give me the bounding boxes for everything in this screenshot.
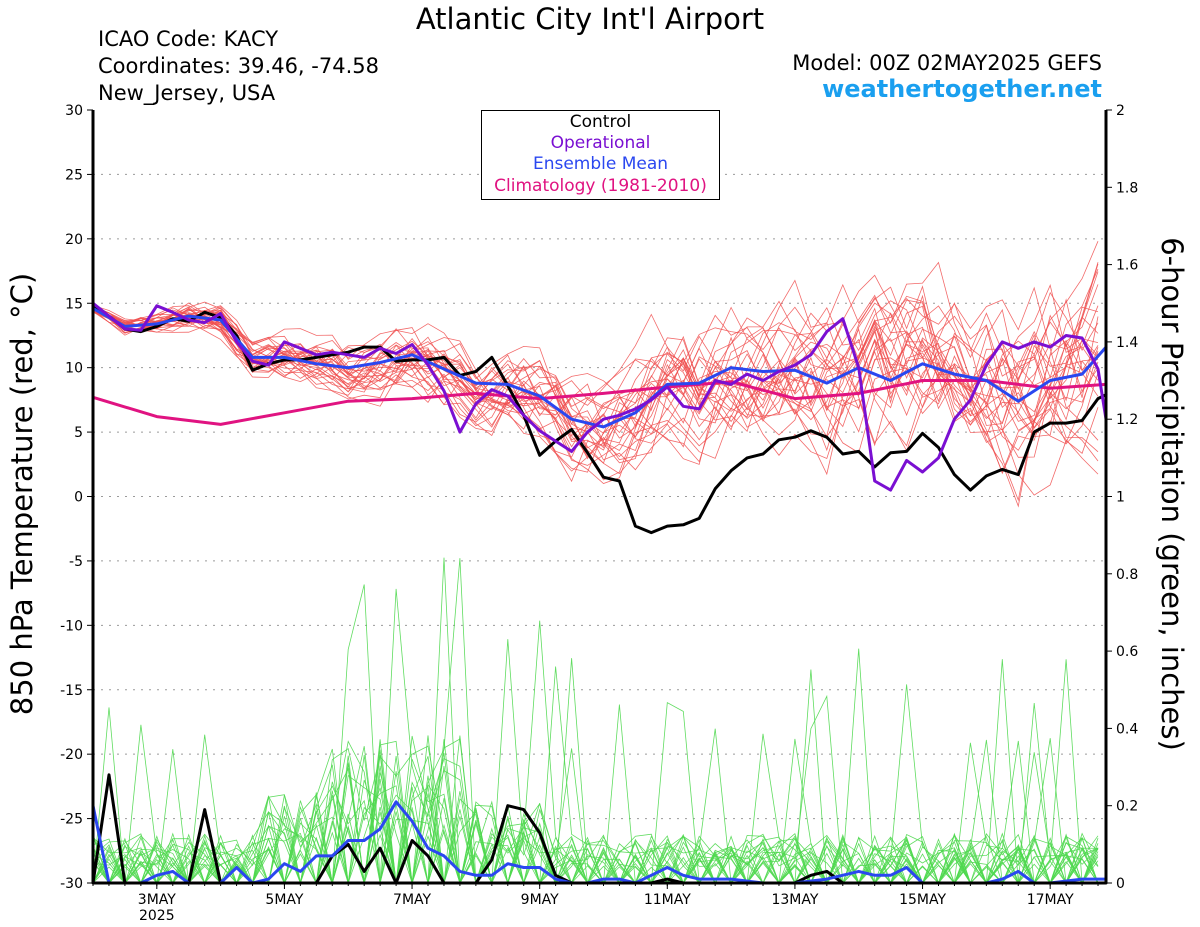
temp-member-line [92, 261, 1099, 451]
ensemble-members [92, 241, 1099, 885]
x-tick-year: 2025 [139, 908, 175, 924]
precip-member-line [92, 620, 1099, 885]
y-tick-label: -20 [60, 747, 83, 763]
region: New_Jersey, USA [98, 81, 276, 105]
grid-lines [93, 173, 1106, 820]
y-tick-label: -30 [60, 876, 83, 892]
x-tick-label: 3MAY [138, 892, 176, 908]
x-tick-label: 7MAY [393, 892, 431, 908]
precip-member-line [92, 745, 1098, 884]
legend-climatology: Climatology (1981-2010) [494, 176, 707, 196]
ensemble-mean-temp-line [91, 306, 1108, 429]
y-axis-label-left: 850 hPa Temperature (red, °C) [5, 272, 39, 716]
y-axis-label-right: 6-hour Precipitation (green, inches) [1155, 237, 1189, 751]
precip-member-line [92, 558, 1099, 885]
precip-member-line [92, 639, 1099, 885]
y-tick-label: 20 [65, 232, 83, 248]
tick-labels: 302520151050-5-10-15-20-25-3021.81.61.41… [60, 103, 1138, 924]
icao-code: ICAO Code: KACY [98, 27, 279, 51]
y-tick-label: 0 [74, 490, 83, 506]
y2-tick-label: 0.2 [1116, 799, 1138, 815]
y2-tick-label: 0.6 [1116, 644, 1138, 660]
y-tick-label: 30 [65, 103, 83, 119]
temp-member-line [92, 306, 1099, 466]
y2-tick-label: 0.4 [1116, 721, 1138, 737]
x-tick-label: 11MAY [644, 892, 691, 908]
temp-member-line [92, 305, 1099, 476]
precip-member-line [93, 584, 1099, 885]
legend-ensemble-mean: Ensemble Mean [532, 154, 669, 174]
model-run: Model: 00Z 02MAY2025 GEFS [792, 51, 1102, 75]
y2-tick-label: 2 [1116, 103, 1125, 119]
precip-member-line [92, 557, 1099, 885]
y2-tick-label: 0.8 [1116, 567, 1138, 583]
temp-member-line [92, 302, 1099, 432]
y-tick-label: 10 [65, 361, 83, 377]
control-temp-line [91, 304, 1108, 535]
x-tick-label: 17MAY [1027, 892, 1074, 908]
chart-title: Atlantic City Int'l Airport [415, 2, 765, 36]
precip-member-line [92, 659, 1098, 885]
y-tick-label: -5 [69, 554, 83, 570]
y2-tick-label: 1.4 [1116, 335, 1138, 351]
precip-member-line [92, 648, 1099, 885]
temp-member-line [92, 307, 1099, 458]
precip-member-line [92, 666, 1098, 885]
precip-member-line [92, 588, 1099, 885]
precip-member-line [92, 734, 1099, 885]
x-tick-label: 5MAY [265, 892, 303, 908]
temp-member-line [92, 279, 1099, 448]
axes [87, 109, 1112, 889]
y2-tick-label: 1 [1116, 490, 1125, 506]
precip-member-line [92, 658, 1099, 885]
climatology-1981-2010-temp-line [91, 379, 1108, 426]
y-tick-label: 15 [65, 296, 83, 312]
legend: Control Operational Ensemble Mean Climat… [481, 110, 720, 200]
ensemble-mean-precip-line [91, 800, 1108, 885]
y-tick-label: -15 [60, 683, 83, 699]
x-tick-label: 9MAY [521, 892, 559, 908]
y-tick-label: -10 [60, 618, 83, 634]
legend-control: Control [569, 112, 632, 132]
y-tick-label: 5 [74, 425, 83, 441]
precip-member-line [92, 749, 1099, 885]
y2-tick-label: 0 [1116, 876, 1125, 892]
operational-temp-line [91, 301, 1108, 492]
y2-tick-label: 1.8 [1116, 180, 1138, 196]
site-link[interactable]: weathertogether.net [822, 75, 1102, 103]
precip-member-line [92, 659, 1099, 885]
x-tick-label: 15MAY [899, 892, 946, 908]
y2-tick-label: 1.2 [1116, 412, 1138, 428]
y2-tick-label: 1.6 [1116, 258, 1138, 274]
legend-operational: Operational [550, 133, 651, 153]
y-tick-label: -25 [60, 812, 83, 828]
series-lines [91, 301, 1108, 885]
x-tick-label: 13MAY [771, 892, 818, 908]
y-tick-label: 25 [65, 167, 83, 183]
coordinates: Coordinates: 39.46, -74.58 [98, 54, 379, 78]
temp-member-line [92, 305, 1099, 454]
control-precip-line [91, 773, 1108, 885]
